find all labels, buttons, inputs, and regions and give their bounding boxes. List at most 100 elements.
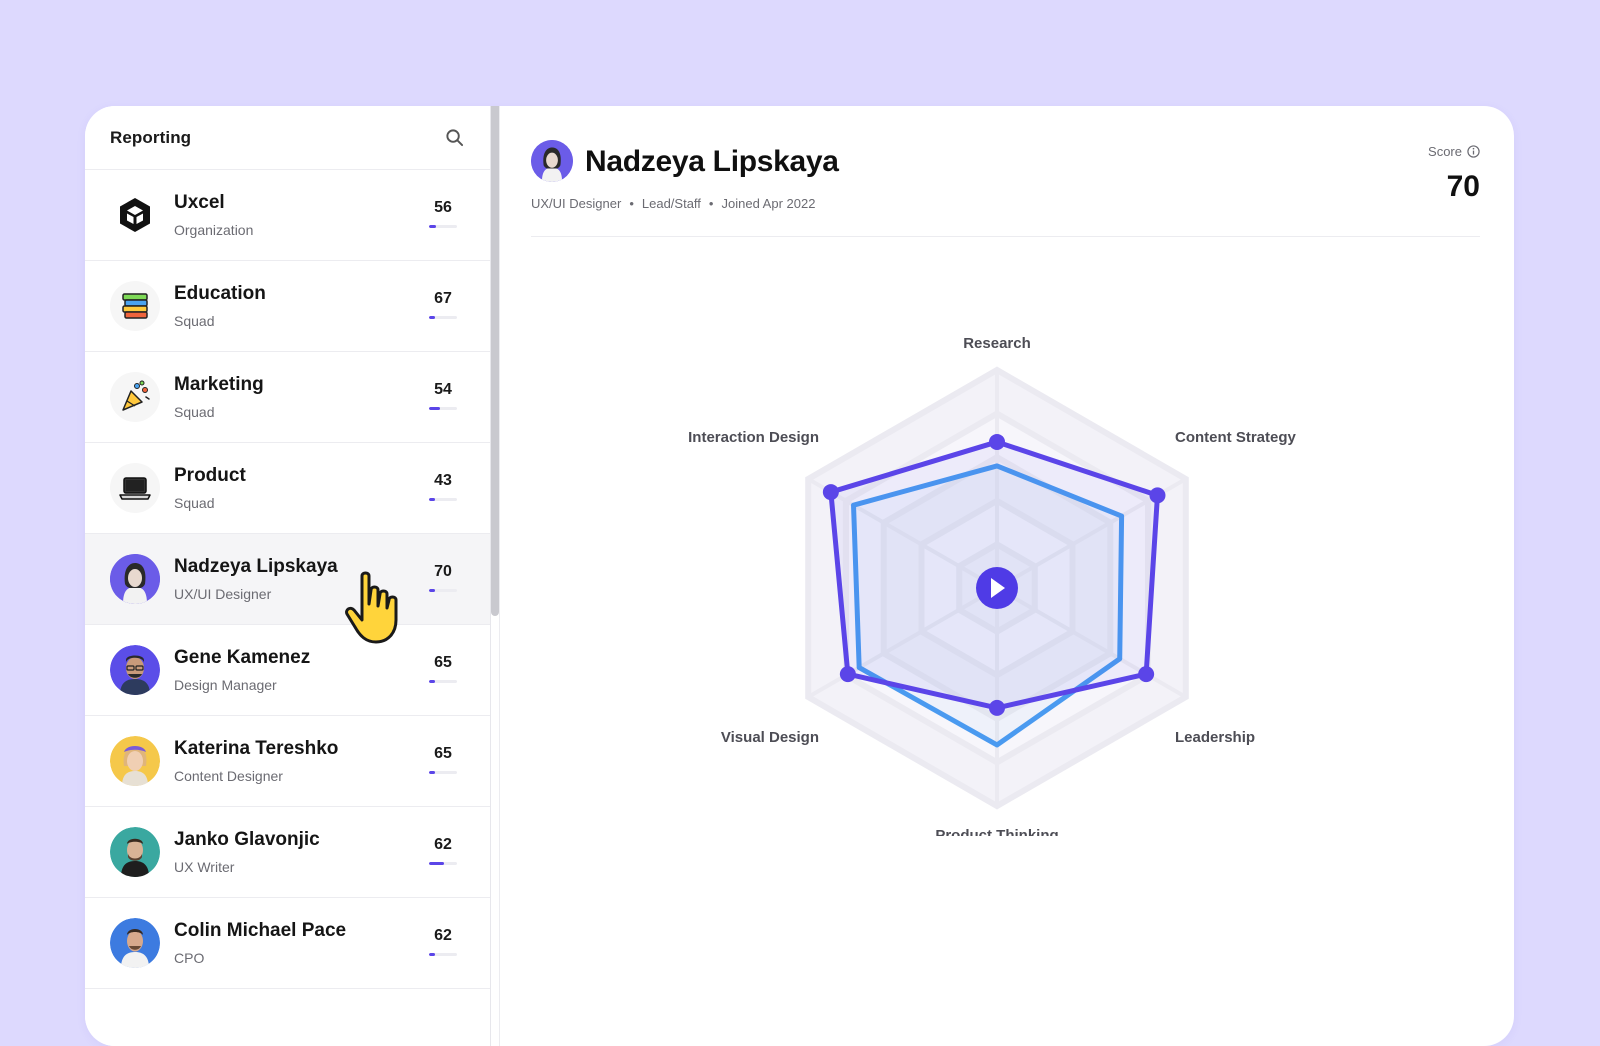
item-subtitle: Squad bbox=[174, 404, 215, 420]
item-subtitle: CPO bbox=[174, 950, 205, 966]
radar-point bbox=[1149, 487, 1166, 504]
item-subtitle: UX Writer bbox=[174, 859, 235, 875]
item-name: Colin Michael Pace bbox=[174, 920, 347, 941]
radar-axis-label: Content Strategy bbox=[1175, 429, 1297, 446]
play-icon bbox=[991, 578, 1005, 598]
avatar bbox=[110, 645, 160, 695]
list-item-colin-michael-pace[interactable]: Colin Michael Pace CPO 62 bbox=[85, 898, 490, 989]
list-item-gene-kamenez[interactable]: Gene Kamenez Design Manager 65 bbox=[85, 625, 490, 716]
score-progress-fill bbox=[429, 771, 435, 774]
divider bbox=[499, 106, 500, 1046]
item-score: 56 bbox=[426, 198, 460, 228]
list-item-education[interactable]: Education Squad 67 bbox=[85, 261, 490, 352]
search-icon[interactable] bbox=[442, 126, 466, 150]
radar-chart-svg: Research Content Strategy Leadership Produc… bbox=[688, 335, 1297, 844]
list-item-katerina-tereshko[interactable]: Katerina Tereshko Content Designer 65 bbox=[85, 716, 490, 807]
profile-header: Nadzeya Lipskaya UX/UI Designer • Lead/S… bbox=[531, 140, 1480, 237]
score-progress-fill bbox=[429, 953, 435, 956]
radar-point bbox=[839, 666, 856, 683]
item-score: 62 bbox=[426, 926, 460, 956]
score-label: Score bbox=[1428, 144, 1480, 159]
score-progress-bar bbox=[429, 953, 457, 956]
profile-avatar bbox=[531, 140, 573, 182]
score-progress-bar bbox=[429, 862, 457, 865]
score-value: 56 bbox=[434, 199, 452, 216]
item-subtitle: Squad bbox=[174, 495, 215, 511]
radar-point bbox=[989, 433, 1005, 450]
radar-axis-label: Research bbox=[963, 335, 1031, 352]
item-name: Nadzeya Lipskaya bbox=[174, 556, 338, 577]
list-item-uxcel[interactable]: Uxcel Organization 56 bbox=[85, 170, 490, 261]
score-value: 70 bbox=[434, 563, 452, 580]
list-item-product[interactable]: Product Squad 43 bbox=[85, 443, 490, 534]
score-progress-fill bbox=[429, 680, 435, 683]
radar-point bbox=[822, 484, 839, 501]
laptop-icon bbox=[110, 463, 160, 513]
score-progress-bar bbox=[429, 589, 457, 592]
item-name: Product bbox=[174, 465, 246, 486]
profile-role: UX/UI Designer bbox=[531, 196, 622, 211]
list-item-nadzeya-lipskaya[interactable]: Nadzeya Lipskaya UX/UI Designer 70 bbox=[85, 534, 490, 625]
item-name: Gene Kamenez bbox=[174, 647, 311, 668]
score-progress-bar bbox=[429, 316, 457, 319]
score-progress-bar bbox=[429, 771, 457, 774]
score-label-text: Score bbox=[1428, 144, 1462, 159]
profile-joined: Joined Apr 2022 bbox=[721, 196, 816, 211]
score-value: 62 bbox=[434, 927, 452, 944]
item-score: 65 bbox=[426, 744, 460, 774]
avatar bbox=[110, 554, 160, 604]
item-score: 70 bbox=[426, 562, 460, 592]
item-subtitle: Content Designer bbox=[174, 768, 283, 784]
radar-point bbox=[1138, 666, 1155, 683]
score-progress-bar bbox=[429, 407, 457, 410]
score-progress-bar bbox=[429, 225, 457, 228]
sidebar-scrollbar[interactable] bbox=[491, 106, 499, 616]
item-subtitle: Organization bbox=[174, 222, 254, 238]
radar-axis-line bbox=[807, 477, 998, 590]
score-value: 65 bbox=[434, 745, 452, 762]
item-score: 67 bbox=[426, 289, 460, 319]
score-value: 62 bbox=[434, 836, 452, 853]
radar-axis-line bbox=[995, 586, 1187, 699]
books-icon bbox=[110, 281, 160, 331]
reporting-card: Reporting Uxcel Organization bbox=[85, 106, 1514, 1046]
play-button[interactable] bbox=[976, 567, 1018, 609]
party-popper-icon bbox=[110, 372, 160, 422]
item-subtitle: UX/UI Designer bbox=[174, 586, 272, 602]
radar-axis-label: Leadership bbox=[1175, 729, 1255, 746]
score-value: 54 bbox=[434, 381, 452, 398]
list-item-janko-glavonjic[interactable]: Janko Glavonjic UX Writer 62 bbox=[85, 807, 490, 898]
profile-score: 70 bbox=[1446, 170, 1480, 203]
sidebar: Reporting Uxcel Organization bbox=[85, 106, 491, 1046]
radar-chart: Research Content Strategy Leadership Produc… bbox=[500, 276, 1514, 844]
score-value: 67 bbox=[434, 290, 452, 307]
score-progress-fill bbox=[429, 589, 435, 592]
score-progress-bar bbox=[429, 680, 457, 683]
item-name: Janko Glavonjic bbox=[174, 829, 320, 850]
info-icon[interactable] bbox=[1467, 145, 1480, 158]
list-item-marketing[interactable]: Marketing Squad 54 bbox=[85, 352, 490, 443]
item-score: 54 bbox=[426, 380, 460, 410]
avatar bbox=[110, 827, 160, 877]
sidebar-list: Uxcel Organization 56 bbox=[85, 170, 490, 989]
score-value: 65 bbox=[434, 654, 452, 671]
score-progress-fill bbox=[429, 862, 445, 865]
radar-axis-line bbox=[807, 586, 998, 699]
profile-name: Nadzeya Lipskaya bbox=[585, 145, 839, 178]
item-name: Marketing bbox=[174, 374, 264, 395]
item-name: Katerina Tereshko bbox=[174, 738, 339, 759]
profile-meta: UX/UI Designer • Lead/Staff • Joined Apr… bbox=[531, 196, 815, 211]
radar-labels: Research Content Strategy Leadership Produc… bbox=[688, 335, 1297, 844]
score-progress-fill bbox=[429, 407, 441, 410]
avatar bbox=[110, 736, 160, 786]
radar-axis-label: Product Thinking bbox=[935, 827, 1058, 836]
uxcel-logo-icon bbox=[110, 190, 160, 240]
sidebar-title: Reporting bbox=[110, 127, 192, 147]
radar-axis-label: Visual Design bbox=[721, 729, 819, 746]
score-progress-bar bbox=[429, 498, 457, 501]
item-score: 62 bbox=[426, 835, 460, 865]
radar-axis-label: Interaction Design bbox=[688, 429, 819, 446]
meta-separator: • bbox=[708, 196, 714, 211]
item-name: Education bbox=[174, 283, 266, 304]
score-value: 43 bbox=[434, 472, 452, 489]
